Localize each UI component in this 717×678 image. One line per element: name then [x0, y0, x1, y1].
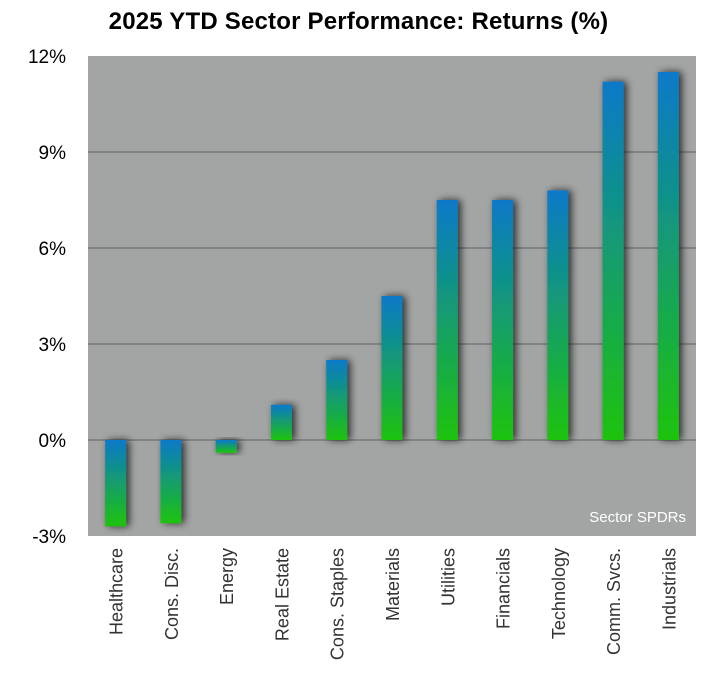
x-tick-label: Financials [494, 548, 514, 629]
x-axis: Healthcare Cons. Disc. Energy Real Estate Co… [107, 548, 680, 660]
y-tick-label: 0% [39, 431, 67, 452]
y-tick-label: -3% [32, 527, 66, 548]
source-annotation: Sector SPDRs [589, 509, 686, 526]
y-tick-label: 3% [39, 335, 67, 356]
y-tick-label: 6% [39, 239, 67, 260]
y-tick-label: 9% [39, 143, 67, 164]
bar-financials [492, 200, 514, 440]
bar-utilities [436, 200, 458, 440]
bar-industrials [657, 72, 679, 440]
bar-materials [381, 296, 403, 440]
x-tick-label: Technology [549, 548, 569, 639]
bar-technology [547, 190, 569, 440]
y-tick-label: 12% [28, 47, 66, 68]
x-tick-label: Energy [217, 548, 237, 605]
x-tick-label: Healthcare [107, 548, 127, 635]
x-tick-label: Real Estate [272, 548, 292, 641]
x-tick-label: Industrials [659, 548, 679, 630]
x-tick-label: Cons. Disc. [162, 548, 182, 640]
bar-real-estate [270, 404, 292, 440]
x-tick-label: Comm. Svcs. [604, 548, 624, 655]
x-tick-label: Cons. Staples [328, 548, 348, 660]
bar-cons-disc [160, 440, 182, 524]
y-axis: 12% 9% 6% 3% 0% -3% [28, 47, 66, 548]
bar-healthcare [105, 440, 127, 527]
bars [105, 72, 679, 527]
x-tick-label: Utilities [438, 548, 458, 606]
bar-cons-staples [326, 360, 348, 440]
bar-comm-svcs [602, 81, 624, 440]
bar-energy [215, 440, 237, 453]
x-tick-label: Materials [383, 548, 403, 621]
chart-title: 2025 YTD Sector Performance: Returns (%) [108, 8, 609, 35]
